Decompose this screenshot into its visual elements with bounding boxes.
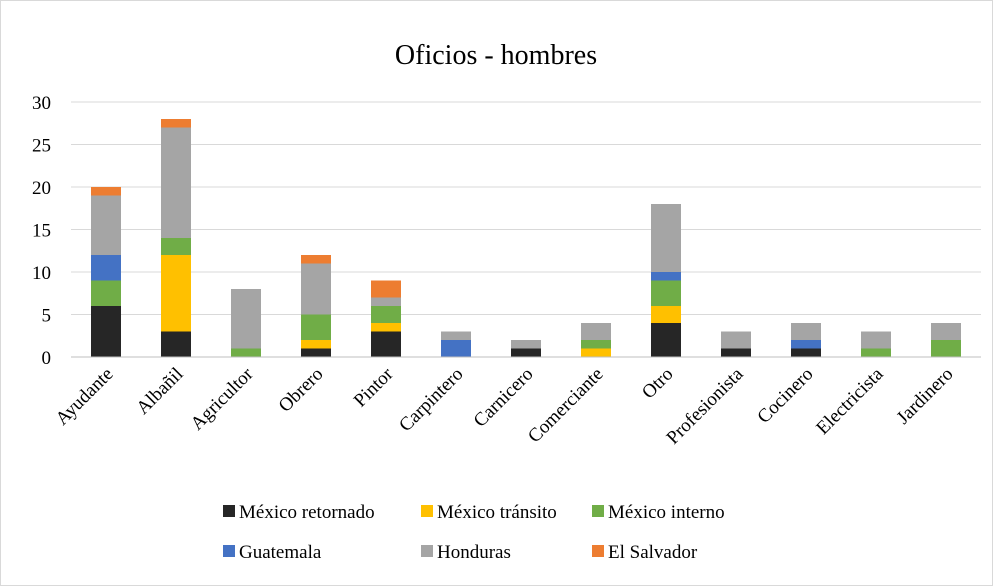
legend-label: El Salvador	[608, 542, 698, 563]
gridlines	[71, 101, 981, 315]
bar-segment	[511, 348, 541, 357]
legend-label: Guatemala	[239, 542, 322, 563]
bar-segment	[231, 289, 261, 349]
bar-segment	[651, 323, 681, 357]
bar-segment	[301, 255, 331, 264]
bar-segment	[581, 348, 611, 357]
bar-segment	[161, 119, 191, 128]
x-tick-label: Pintor	[350, 363, 398, 411]
x-tick-label: Profesionista	[663, 363, 748, 448]
bar-segment	[301, 263, 331, 315]
bar-segment	[791, 348, 821, 357]
x-tick-label: Otro	[638, 364, 677, 403]
legend-swatch	[223, 505, 235, 517]
y-tick-label: 25	[32, 136, 51, 157]
bar-segment	[161, 127, 191, 238]
legend-label: México retornado	[239, 502, 375, 523]
x-tick-label: Ayudante	[52, 364, 118, 430]
bar-segment	[371, 306, 401, 323]
bar-segment	[721, 348, 751, 357]
y-tick-label: 20	[32, 178, 51, 199]
bar-segment	[301, 314, 331, 340]
x-tick-label: Carpintero	[395, 364, 467, 436]
bar-segment	[91, 280, 121, 306]
bar-segment	[861, 331, 891, 349]
y-tick-label: 15	[32, 221, 51, 242]
legend-swatch	[592, 505, 604, 517]
x-tick-label: Obrero	[275, 364, 328, 417]
bar-segment	[931, 340, 961, 357]
bar-segment	[441, 340, 471, 357]
bar-segment	[91, 195, 121, 255]
y-tick-label: 30	[32, 93, 51, 114]
bar-segment	[91, 306, 121, 357]
bar-segment	[721, 331, 751, 349]
legend-label: Honduras	[437, 542, 511, 563]
x-tick-label: Jardinero	[893, 364, 958, 429]
bar-segment	[511, 340, 541, 349]
legend-label: México interno	[608, 502, 725, 523]
bar-segment	[651, 280, 681, 306]
y-tick-label: 5	[42, 306, 52, 327]
x-tick-label: Electricista	[812, 363, 888, 439]
bar-segment	[791, 323, 821, 340]
bar-segment	[861, 348, 891, 357]
bar-segment	[301, 348, 331, 357]
bar-segment	[161, 238, 191, 255]
bar-segment	[581, 323, 611, 340]
chart-title: Oficios - hombres	[395, 40, 597, 71]
legend-swatch	[592, 545, 604, 557]
bar-segment	[301, 340, 331, 349]
bar-segment	[91, 187, 121, 196]
bar-segment	[161, 331, 191, 357]
legend-label: México tránsito	[437, 502, 557, 523]
bar-segment	[581, 340, 611, 349]
x-tick-label: Comerciante	[524, 364, 607, 447]
bar-segment	[91, 255, 121, 281]
bar-segment	[371, 297, 401, 306]
bar-segment	[931, 323, 961, 340]
legend-swatch	[421, 545, 433, 557]
legend-swatch	[421, 505, 433, 517]
y-tick-label: 10	[32, 263, 51, 284]
y-axis-ticks: 0 5 10 15 20 25 30	[32, 93, 51, 369]
bar-segment	[231, 348, 261, 357]
bar-segment	[791, 340, 821, 349]
bar-segment	[651, 306, 681, 323]
legend: México retornado México tránsito México in…	[223, 502, 725, 563]
x-tick-label: Cocinero	[753, 364, 817, 428]
y-tick-label: 0	[42, 348, 52, 369]
bar-segment	[371, 280, 401, 298]
bar-segment	[651, 272, 681, 281]
bar-segment	[161, 255, 191, 332]
bars	[91, 119, 961, 357]
x-tick-label: Carnicero	[470, 364, 538, 432]
bar-segment	[651, 204, 681, 272]
x-tick-label: Albañil	[132, 364, 187, 419]
x-axis-ticks: Ayudante Albañil Agricultor Obrero PintorCar…	[52, 363, 958, 448]
bar-segment	[441, 331, 471, 340]
bar-segment	[371, 331, 401, 357]
bar-segment	[371, 323, 401, 332]
x-tick-label: Agricultor	[187, 363, 258, 434]
legend-swatch	[223, 545, 235, 557]
